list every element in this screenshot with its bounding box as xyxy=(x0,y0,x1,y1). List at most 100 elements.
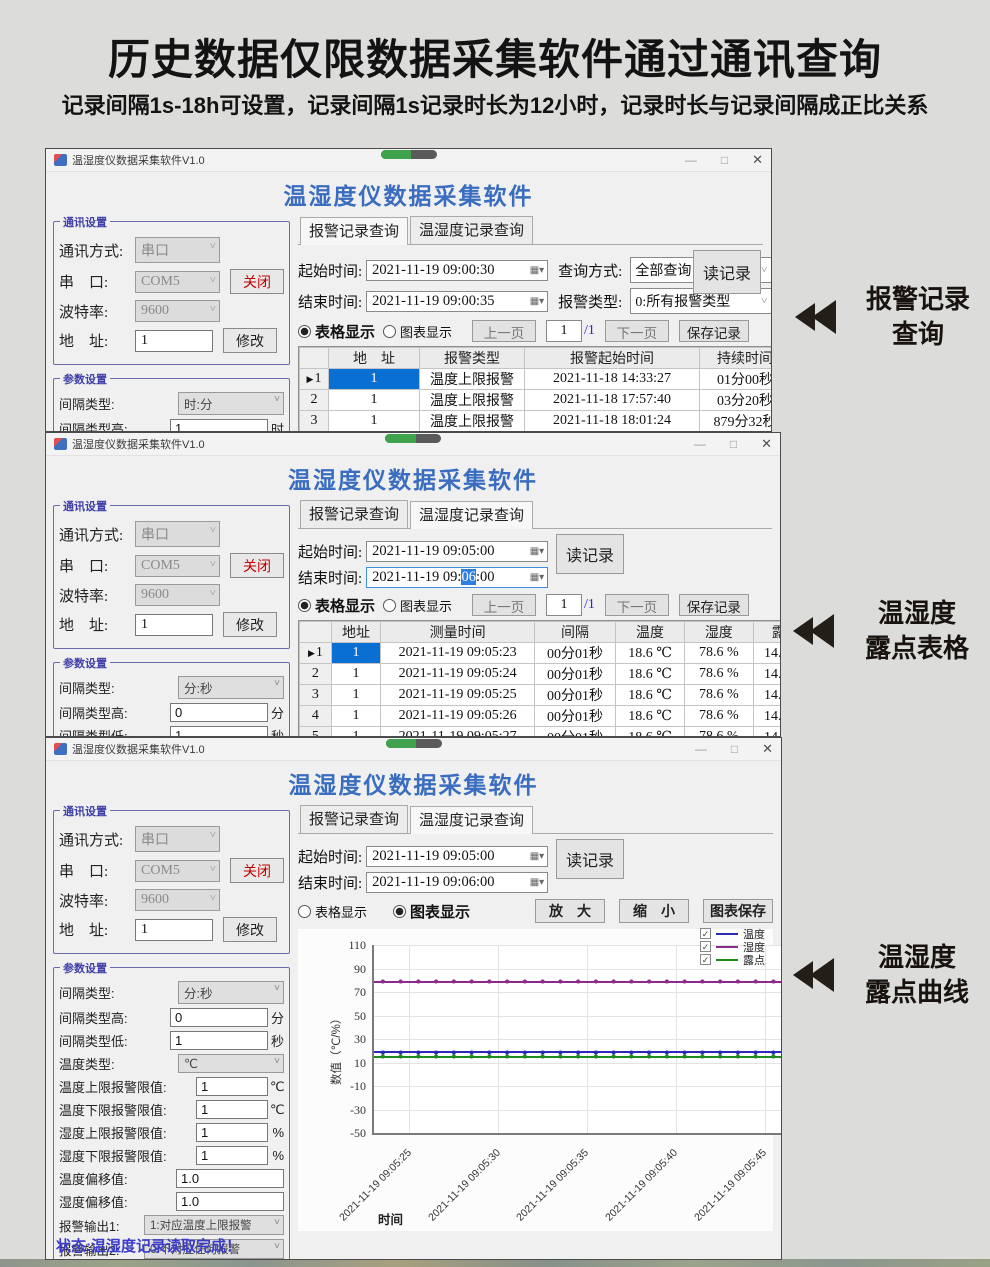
selected-time-segment[interactable]: 06 xyxy=(461,569,476,585)
table-cell[interactable]: 14.8 ℃ xyxy=(752,684,780,706)
close-port-button[interactable]: 关闭 xyxy=(230,269,284,294)
param-select[interactable]: 1:对应温度上限报警 xyxy=(144,1215,284,1235)
close-icon[interactable]: ✕ xyxy=(761,436,772,451)
table-cell[interactable]: 18.6 ℃ xyxy=(615,642,686,664)
column-header[interactable]: 地址 xyxy=(330,621,382,643)
calendar-dropdown-icon[interactable]: ▦▾ xyxy=(529,851,545,862)
read-records-button[interactable]: 读记录 xyxy=(556,534,624,574)
comm-mode-select[interactable]: 串口 xyxy=(135,237,220,263)
table-cell[interactable]: 3 xyxy=(299,684,332,706)
next-page-button[interactable]: 下一页 xyxy=(604,594,669,616)
start-time-input[interactable]: 2021-11-19 09:05:00 ▦▾ xyxy=(366,846,549,867)
table-cell[interactable]: 1 xyxy=(330,663,382,685)
table-cell[interactable]: 78.6 % xyxy=(684,705,754,727)
alarm-type-select[interactable]: 0:所有报警类型 ˅ xyxy=(630,288,771,314)
table-cell[interactable]: 14.8 ℃ xyxy=(752,642,780,664)
end-time-input[interactable]: 2021-11-19 09:06:00 ▦▾ xyxy=(366,872,549,893)
modify-button[interactable]: 修改 xyxy=(223,917,277,942)
chart-view-label[interactable]: 图表显示 xyxy=(400,324,453,340)
table-cell[interactable]: 879分32秒 xyxy=(699,410,771,431)
column-header[interactable]: 露点 xyxy=(752,621,780,643)
end-time-input[interactable]: 2021-11-19 09:06:00 ▦▾ xyxy=(366,567,549,588)
table-cell[interactable]: 2021-11-18 14:33:27 xyxy=(524,368,700,390)
table-cell[interactable]: 2021-11-19 09:05:23 xyxy=(380,642,536,664)
table-row[interactable]: ▶1 1 温度上限报警 2021-11-18 14:33:27 01分00秒 xyxy=(299,368,771,390)
param-input[interactable]: 1 xyxy=(196,1146,268,1165)
chart-view-radio[interactable] xyxy=(383,598,397,612)
param-select[interactable]: ℃ xyxy=(178,1054,284,1073)
table-cell[interactable]: 01分00秒 xyxy=(699,368,771,390)
param-select[interactable]: 时:分 xyxy=(178,392,284,415)
table-cell[interactable]: 1 xyxy=(330,684,382,706)
legend-checkbox[interactable]: ✓ xyxy=(700,928,711,939)
read-records-button[interactable]: 读记录 xyxy=(556,839,624,879)
table-view-radio[interactable] xyxy=(298,324,311,338)
maximize-icon[interactable]: □ xyxy=(729,437,738,451)
table-cell[interactable]: ▶1 xyxy=(299,368,329,390)
table-cell[interactable]: 14.8 ℃ xyxy=(752,726,780,736)
page-number-input[interactable]: 1 xyxy=(546,320,583,342)
table-cell[interactable]: 温度上限报警 xyxy=(419,368,525,390)
param-input[interactable]: 1 xyxy=(196,1077,268,1096)
comm-mode-select[interactable]: 串口 xyxy=(135,521,220,547)
baud-select[interactable]: 9600 xyxy=(135,584,220,606)
column-header[interactable]: 报警类型 xyxy=(419,347,525,369)
table-cell[interactable]: 18.6 ℃ xyxy=(615,726,686,736)
baud-select[interactable]: 9600 xyxy=(135,889,220,911)
title-bar[interactable]: 温湿度仪数据采集软件V1.0 — □ ✕ xyxy=(46,433,780,456)
minimize-icon[interactable]: — xyxy=(694,742,707,756)
column-header[interactable]: 湿度 xyxy=(684,621,754,643)
table-cell[interactable]: 2 xyxy=(299,663,332,685)
param-input[interactable]: 1 xyxy=(196,1123,268,1142)
table-view-label[interactable]: 表格显示 xyxy=(315,904,368,920)
column-header[interactable]: 持续时间 xyxy=(699,347,771,369)
param-select[interactable]: 0:不对应任何报警 xyxy=(144,1239,284,1259)
table-cell[interactable]: 18.6 ℃ xyxy=(615,705,686,727)
modify-button[interactable]: 修改 xyxy=(223,328,277,353)
table-view-radio[interactable] xyxy=(298,904,311,918)
baud-select[interactable]: 9600 xyxy=(135,300,220,322)
legend-checkbox[interactable]: ✓ xyxy=(700,954,711,965)
table-cell[interactable]: 14.8 ℃ xyxy=(752,705,780,727)
table-cell[interactable]: 1 xyxy=(330,726,382,736)
param-input[interactable]: 1.0 xyxy=(176,1169,284,1188)
close-port-button[interactable]: 关闭 xyxy=(230,553,284,578)
address-input[interactable]: 1 xyxy=(135,329,213,352)
table-cell[interactable]: 00分01秒 xyxy=(534,705,617,727)
start-time-input[interactable]: 2021-11-19 09:05:00 ▦▾ xyxy=(366,541,549,562)
column-header[interactable] xyxy=(299,621,332,643)
table-cell[interactable]: 00分01秒 xyxy=(534,642,617,664)
calendar-dropdown-icon[interactable]: ▦▾ xyxy=(529,877,545,888)
port-select[interactable]: COM5 xyxy=(135,270,220,293)
table-cell[interactable]: 2021-11-18 18:01:24 xyxy=(524,410,700,431)
minimize-icon[interactable]: — xyxy=(693,437,706,451)
address-input[interactable]: 1 xyxy=(135,918,213,941)
chart-view-radio[interactable] xyxy=(393,904,407,918)
chart-view-label[interactable]: 图表显示 xyxy=(400,598,453,614)
param-select[interactable]: 分:秒 xyxy=(178,981,284,1004)
port-select[interactable]: COM5 xyxy=(135,859,220,882)
tab-th-query[interactable]: 温湿度记录查询 xyxy=(410,501,534,529)
table-cell[interactable]: 78.6 % xyxy=(684,642,754,664)
table-cell[interactable]: 14.8 ℃ xyxy=(752,663,780,685)
tab-th-query[interactable]: 温湿度记录查询 xyxy=(410,216,534,244)
calendar-dropdown-icon[interactable]: ▦▾ xyxy=(529,295,545,307)
chart-view-radio[interactable] xyxy=(383,324,397,338)
table-cell[interactable]: 00分01秒 xyxy=(534,684,617,706)
table-cell[interactable]: 00分01秒 xyxy=(534,663,617,685)
address-input[interactable]: 1 xyxy=(135,613,213,636)
calendar-dropdown-icon[interactable]: ▦▾ xyxy=(529,264,545,276)
table-row[interactable]: 3 1 2021-11-19 09:05:25 00分01秒 18.6 ℃ 78.6 % 1… xyxy=(299,684,780,706)
table-cell[interactable]: 5 xyxy=(299,726,332,736)
table-cell[interactable]: 1 xyxy=(328,368,420,390)
minimize-icon[interactable]: — xyxy=(684,153,697,167)
table-cell[interactable]: 03分20秒 xyxy=(699,389,771,411)
tab-th-query[interactable]: 温湿度记录查询 xyxy=(410,806,534,834)
next-page-button[interactable]: 下一页 xyxy=(604,320,669,342)
comm-mode-select[interactable]: 串口 xyxy=(135,826,220,852)
table-view-label[interactable]: 表格显示 xyxy=(315,598,376,615)
table-cell[interactable]: 2021-11-18 17:57:40 xyxy=(524,389,700,411)
end-time-input[interactable]: 2021-11-19 09:00:35 ▦▾ xyxy=(366,290,549,312)
table-cell[interactable]: 00分01秒 xyxy=(534,726,617,736)
table-cell[interactable]: 温度上限报警 xyxy=(419,389,525,411)
